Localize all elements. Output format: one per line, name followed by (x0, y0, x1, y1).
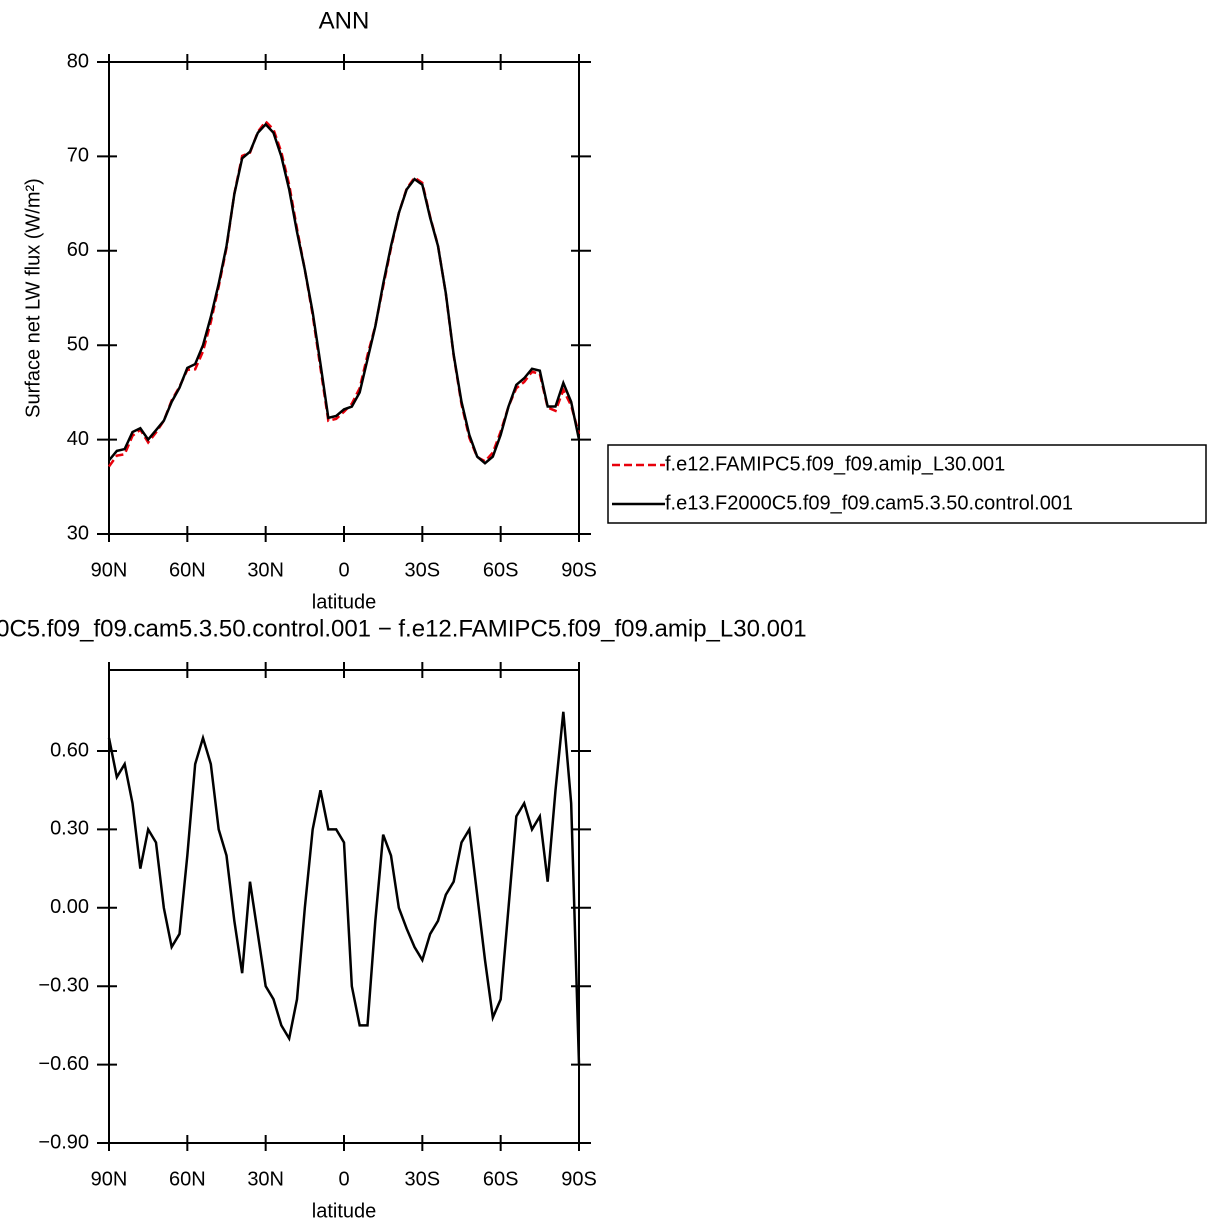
x-tick-label: 90S (561, 1168, 597, 1190)
x-tick-label: 30N (247, 1168, 284, 1190)
chart-title: f.e13.F2000C5.f09_f09.cam5.3.50.control.… (0, 615, 807, 642)
x-tick-label: 90N (91, 1168, 128, 1190)
x-tick-label: 90N (91, 559, 128, 581)
data-line (107, 711, 581, 1065)
plot-frame (108, 61, 580, 535)
x-tick-label: 60S (483, 1168, 519, 1190)
y-tick-label: 0.30 (50, 818, 89, 840)
x-tick-label: 30N (247, 559, 284, 581)
chart-title: ANN (319, 7, 370, 34)
x-tick-label: 0 (338, 1168, 349, 1190)
y-tick-label: 40 (67, 428, 89, 450)
y-tick-label: 80 (67, 50, 89, 72)
x-tick-label: 60N (169, 1168, 206, 1190)
y-tick-label: −0.60 (38, 1053, 89, 1075)
y-tick-label: 50 (67, 333, 89, 355)
y-tick-label: 70 (67, 145, 89, 167)
y-tick-label: −0.90 (38, 1131, 89, 1153)
y-tick-label: 60 (67, 239, 89, 261)
y-tick-label: 0.60 (50, 739, 89, 761)
x-tick-label: 60S (483, 559, 519, 581)
x-axis-label: latitude (312, 591, 377, 613)
x-tick-label: 90S (561, 559, 597, 581)
x-tick-label: 30S (405, 1168, 441, 1190)
y-tick-label: 0.00 (50, 896, 89, 918)
legend-label: f.e13.F2000C5.f09_f09.cam5.3.50.control.… (665, 492, 1073, 514)
data-line (108, 122, 581, 465)
legend-box (607, 444, 1207, 524)
x-tick-label: 30S (405, 559, 441, 581)
y-axis-label: Surface net LW flux (W/m²) (22, 178, 44, 418)
legend-label: f.e12.FAMIPC5.f09_f09.amip_L30.001 (665, 453, 1005, 475)
data-line (107, 119, 581, 468)
x-tick-label: 0 (338, 559, 349, 581)
x-tick-label: 60N (169, 559, 206, 581)
x-axis-label: latitude (312, 1200, 377, 1222)
y-tick-label: −0.30 (38, 974, 89, 996)
y-tick-label: 30 (67, 522, 89, 544)
